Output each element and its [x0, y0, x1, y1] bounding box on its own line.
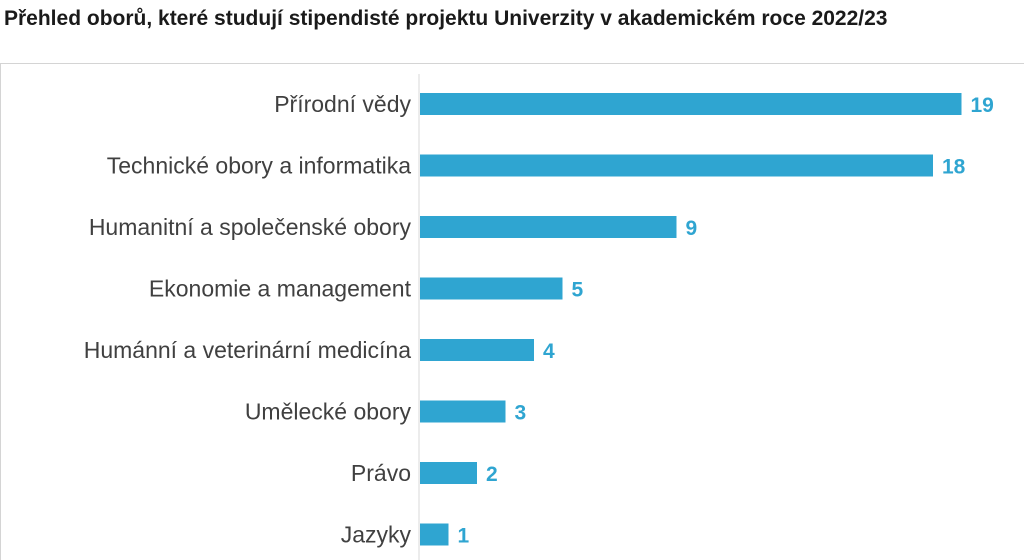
- category-label: Humanitní a společenské obory: [89, 214, 412, 240]
- category-label: Technické obory a informatika: [107, 153, 411, 179]
- bar: [420, 154, 933, 177]
- data-label: 4: [543, 340, 555, 363]
- data-label: 2: [486, 463, 498, 486]
- bar: [420, 277, 563, 300]
- category-label: Ekonomie a management: [149, 276, 412, 302]
- bar: [420, 339, 534, 361]
- frame-left-border: [0, 63, 1, 560]
- bar: [420, 93, 962, 115]
- bar: [420, 400, 506, 423]
- title-divider: [0, 63, 1024, 64]
- category-label: Umělecké obory: [245, 399, 412, 425]
- data-label: 9: [686, 217, 698, 240]
- data-label: 1: [458, 525, 470, 548]
- data-label: 3: [515, 402, 527, 425]
- category-label: Humánní a veterinární medicína: [84, 337, 411, 363]
- data-label: 5: [572, 279, 584, 302]
- data-label: 19: [971, 94, 994, 117]
- category-label: Jazyky: [341, 522, 412, 548]
- bar: [420, 523, 449, 546]
- category-label: Právo: [351, 460, 411, 486]
- bar: [420, 216, 677, 238]
- data-label: 18: [942, 156, 966, 179]
- chart-title: Přehled oborů, které studují stipendisté…: [4, 7, 888, 30]
- bar: [420, 462, 477, 484]
- category-label: Přírodní vědy: [274, 91, 411, 117]
